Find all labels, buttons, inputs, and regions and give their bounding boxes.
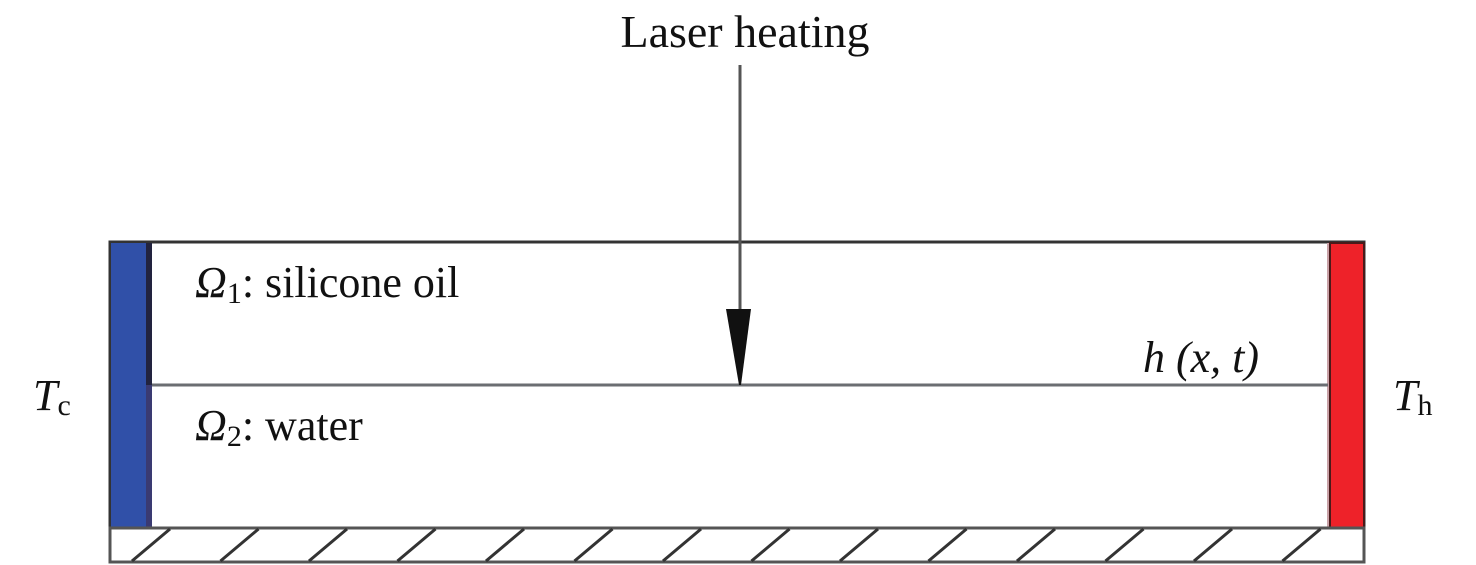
cold-subscript: c: [57, 389, 70, 422]
hot-subscript: h: [1417, 389, 1432, 422]
cold-wall-edge-upper: [146, 243, 152, 385]
hot-T-symbol: T: [1393, 371, 1421, 420]
cold-temperature-label: Tc: [33, 371, 71, 422]
cold-wall: [111, 243, 147, 528]
hatch-line: [927, 527, 968, 563]
hatch-line: [750, 527, 791, 563]
interface-label: h (x, t): [1143, 333, 1259, 382]
substrate: [108, 526, 1366, 564]
omega1-subscript: 1: [227, 277, 242, 310]
hot-wall-edge: [1327, 243, 1330, 528]
omega2-symbol: Ω: [195, 401, 227, 450]
hatch-line: [1104, 527, 1145, 563]
hatch-line: [308, 527, 348, 563]
layer1-name: : silicone oil: [242, 258, 460, 307]
cold-wall-edge-lower: [146, 385, 152, 528]
cold-T-symbol: T: [33, 371, 61, 420]
laser-heating-label: Laser heating: [620, 6, 869, 57]
layer1-label: Ω1: silicone oil: [195, 258, 459, 310]
layer2-name: : water: [242, 401, 363, 450]
hatch-line: [573, 527, 614, 563]
laser-arrow-head: [726, 309, 751, 385]
omega2-subscript: 2: [227, 420, 242, 453]
hatch-line: [396, 527, 437, 563]
layer2-label: Ω2: water: [195, 401, 363, 453]
hatch-line: [131, 527, 171, 563]
hatch-line: [1193, 527, 1233, 563]
omega1-symbol: Ω: [195, 258, 227, 307]
hatch-line: [485, 527, 525, 563]
hatch-line: [1281, 527, 1322, 563]
hatch-line: [839, 527, 879, 563]
hatch-line: [1016, 527, 1056, 563]
hatch-line: [662, 527, 702, 563]
hot-temperature-label: Th: [1393, 371, 1432, 422]
hot-wall: [1329, 242, 1365, 529]
hatch-line: [219, 527, 260, 563]
substrate-hatching: [131, 527, 1322, 563]
